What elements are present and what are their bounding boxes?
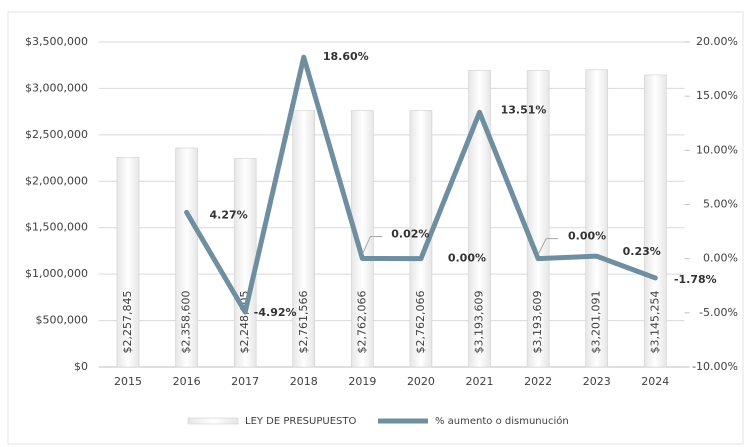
- line-value-label: 13.51%: [501, 103, 547, 116]
- bar: [351, 110, 374, 368]
- y2-tick-label: 10.00%: [696, 143, 738, 156]
- line-value-label: 0.00%: [448, 252, 486, 265]
- x-tick-label: 2017: [231, 375, 259, 388]
- bar: [526, 70, 550, 368]
- y2-tick-label: 5.00%: [703, 198, 738, 211]
- bar: [292, 110, 316, 368]
- x-tick-label: 2015: [114, 375, 142, 388]
- bar: [585, 69, 609, 368]
- bar: [644, 74, 667, 368]
- y-tick-label: $1,500,000: [25, 221, 88, 234]
- line-value-label: -4.92%: [254, 306, 297, 319]
- line: [184, 54, 658, 315]
- bar-value-label: $2,257,845: [121, 291, 134, 354]
- y-tick-label: $1,000,000: [25, 267, 88, 280]
- bar: [175, 147, 198, 368]
- y-tick-label: $3,500,000: [25, 35, 88, 48]
- y-tick-label: $2,500,000: [25, 128, 88, 141]
- x-tick-label: 2020: [407, 375, 435, 388]
- line-value-label: 0.00%: [568, 230, 606, 243]
- legend-label: LEY DE PRESUPUESTO: [245, 416, 356, 427]
- x-tick-label: 2023: [583, 375, 611, 388]
- bar-value-label: $2,761,566: [297, 291, 310, 354]
- callout-line: [361, 235, 383, 255]
- bar-value-label: $3,201,091: [590, 291, 603, 354]
- chart-border: [7, 11, 744, 445]
- y2-tick-label: 0.00%: [703, 252, 738, 265]
- bar: [468, 70, 491, 368]
- x-tick-label: 2019: [348, 375, 376, 388]
- y-tick-label: $0: [74, 360, 88, 373]
- bar-value-label: $3,193,609: [531, 291, 544, 354]
- x-tick-label: 2016: [173, 375, 201, 388]
- y2-tick-label: 15.00%: [696, 89, 738, 102]
- legend-swatch: [187, 417, 239, 425]
- x-tick-label: 2022: [524, 375, 552, 388]
- bar-value-label: $2,358,600: [180, 291, 193, 354]
- line-value-label: 0.02%: [391, 227, 429, 240]
- bar-value-label: $3,145,254: [648, 291, 661, 354]
- bar-value-label: $2,762,066: [414, 291, 427, 354]
- legend-label: % aumento o dismunución: [435, 415, 569, 427]
- line-value-label: 0.23%: [623, 245, 661, 258]
- bar: [116, 157, 140, 368]
- x-tick-label: 2021: [466, 375, 494, 388]
- y-tick-label: $2,000,000: [25, 174, 88, 187]
- line-value-label: 4.27%: [209, 208, 247, 221]
- x-tick-label: 2018: [290, 375, 318, 388]
- line-value-label: -1.78%: [674, 273, 717, 286]
- y2-tick-label: -5.00%: [699, 306, 738, 319]
- y2-tick-label: -10.00%: [692, 360, 738, 373]
- bar-value-label: $3,193,609: [473, 291, 486, 354]
- line-value-label: 18.60%: [323, 50, 369, 63]
- x-tick-label: 2024: [641, 375, 669, 388]
- y-tick-label: $500,000: [36, 314, 89, 327]
- callout-line: [537, 238, 559, 255]
- bar: [409, 110, 433, 368]
- y2-tick-label: 20.00%: [696, 35, 738, 48]
- y-tick-label: $3,000,000: [25, 81, 88, 94]
- bar-value-label: $2,762,066: [355, 291, 368, 354]
